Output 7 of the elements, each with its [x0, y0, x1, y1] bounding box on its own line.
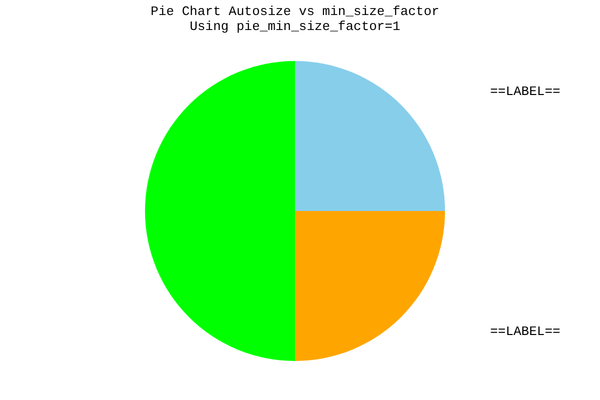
slice-label: ==LABEL== — [490, 324, 561, 340]
pie-slice — [295, 61, 445, 211]
chart-title: Pie Chart Autosize vs min_size_factor — [150, 4, 440, 19]
slice-label: ==LABEL== — [490, 84, 561, 99]
pie-slice — [295, 211, 445, 361]
chart-subtitle: Using pie_min_size_factor=1 — [190, 19, 401, 34]
pie-slice — [145, 61, 295, 361]
